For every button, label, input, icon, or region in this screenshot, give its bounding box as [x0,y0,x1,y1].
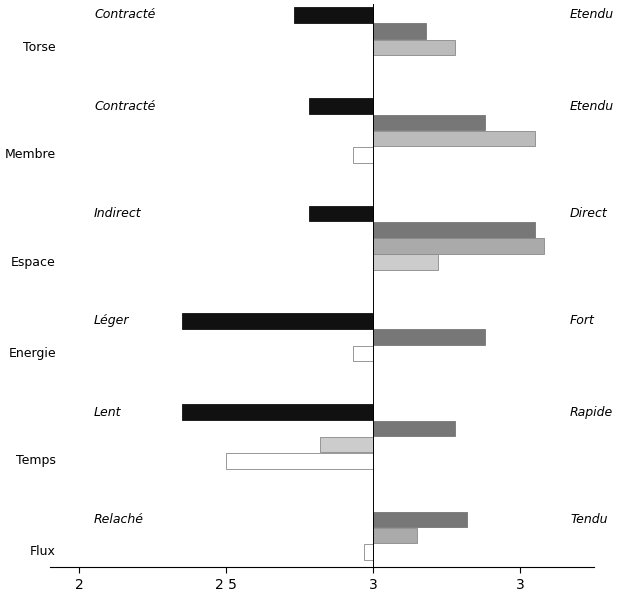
Bar [373,131,535,147]
Text: Léger: Léger [94,315,130,327]
Bar [320,437,373,452]
Bar [353,147,373,163]
Text: Flux: Flux [30,545,56,558]
Bar [309,98,373,114]
Bar [373,114,485,130]
Text: Etendu: Etendu [570,8,614,21]
Text: Fort: Fort [570,315,595,327]
Bar [373,238,543,254]
Bar [373,40,455,55]
Text: Temps: Temps [16,454,56,467]
Text: Etendu: Etendu [570,100,614,113]
Bar [365,544,373,560]
Text: Lent: Lent [94,406,122,418]
Text: Contracté: Contracté [94,100,155,113]
Bar [309,206,373,221]
Bar [373,222,535,237]
Text: Indirect: Indirect [94,207,142,220]
Bar [353,346,373,361]
Text: Tendu: Tendu [570,513,607,526]
Bar [226,453,373,468]
Bar [373,23,426,39]
Text: Relaché: Relaché [94,513,144,526]
Text: Torse: Torse [24,41,56,54]
Text: Espace: Espace [11,256,56,269]
Text: Direct: Direct [570,207,608,220]
Bar [373,254,438,270]
Bar [294,7,373,23]
Bar [183,405,373,420]
Bar [183,313,373,328]
Bar [373,512,467,527]
Text: Energie: Energie [8,347,56,360]
Text: Membre: Membre [5,148,56,162]
Bar [373,528,417,544]
Text: Contracté: Contracté [94,8,155,21]
Bar [373,421,455,436]
Text: Rapide: Rapide [570,406,614,418]
Bar [373,330,485,345]
